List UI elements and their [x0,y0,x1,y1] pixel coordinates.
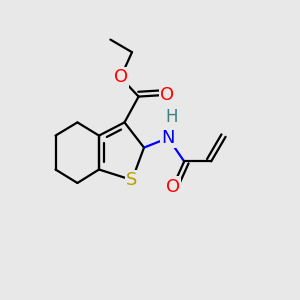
Text: S: S [126,171,138,189]
Text: O: O [166,178,180,196]
Text: O: O [160,86,175,104]
Text: N: N [161,129,175,147]
Text: H: H [165,108,178,126]
Text: O: O [113,68,128,86]
